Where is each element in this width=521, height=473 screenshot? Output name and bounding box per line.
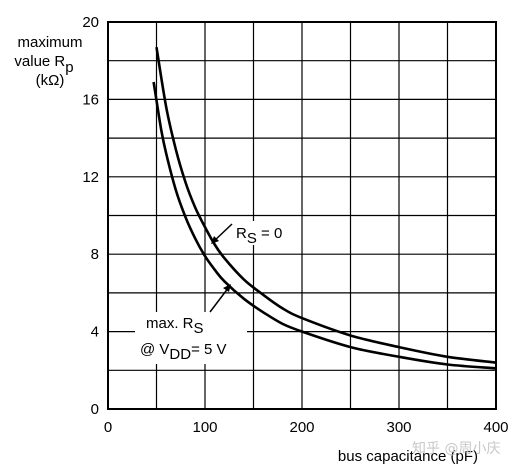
x-tick-label: 300 (386, 419, 411, 436)
y-tick-label: 20 (82, 14, 99, 31)
annotation-rs0: RS = 0 (236, 225, 282, 247)
annotation-max-line2: @ VDD= 5 V (140, 341, 227, 363)
y-tick-label: 0 (91, 401, 99, 418)
annotation-max-line2-main: @ V (140, 341, 169, 358)
annotation-max-line2-sub: DD (169, 346, 191, 363)
annotation-rs0-sub: S (247, 230, 257, 247)
annotation-max-arrowhead (223, 284, 231, 292)
grid (108, 22, 496, 409)
y-tick-label: 12 (82, 169, 99, 186)
x-axis-label: bus capacitance (pF) (338, 448, 478, 465)
watermark: 知乎 @周小庆 (412, 440, 500, 457)
annotation-max-line1-main: max. R (146, 315, 194, 332)
series-line-rs0 (155, 46, 497, 364)
x-tick-label: 100 (192, 419, 217, 436)
x-tick-label: 400 (483, 419, 508, 436)
y-tick-label: 16 (82, 91, 99, 108)
y-axis-label-line2-main: value R (14, 53, 65, 70)
series-line-rsmax (152, 81, 497, 370)
annotation-rs0-main: R (236, 225, 247, 242)
x-tick-label: 200 (289, 419, 314, 436)
y-axis-label-line1: maximum (17, 34, 82, 51)
y-axis-label-line3: (kΩ) (36, 72, 65, 89)
tick-labels: 0 100 200 300 400 0 4 8 12 16 20 (82, 14, 508, 436)
annotation-max-line1: max. RS (146, 315, 204, 337)
annotation-max-line1-sub: S (194, 320, 204, 337)
x-tick-label: 0 (104, 419, 112, 436)
y-tick-label: 8 (91, 246, 99, 263)
y-tick-label: 4 (91, 324, 99, 341)
annotation-max-arrow (209, 286, 230, 313)
annotation-rs0-arrowhead (211, 236, 219, 244)
annotation-rs0-tail: = 0 (257, 225, 282, 242)
series-lines (152, 46, 497, 370)
y-axis-label-line2: value Rp (14, 53, 73, 76)
annotation-rs0-bg (228, 221, 300, 245)
y-axis-label-subscript: p (65, 59, 73, 76)
annotation-max-bg (135, 312, 247, 364)
annotation-max-line2-tail: = 5 V (191, 341, 226, 358)
plot-frame (107, 21, 497, 410)
